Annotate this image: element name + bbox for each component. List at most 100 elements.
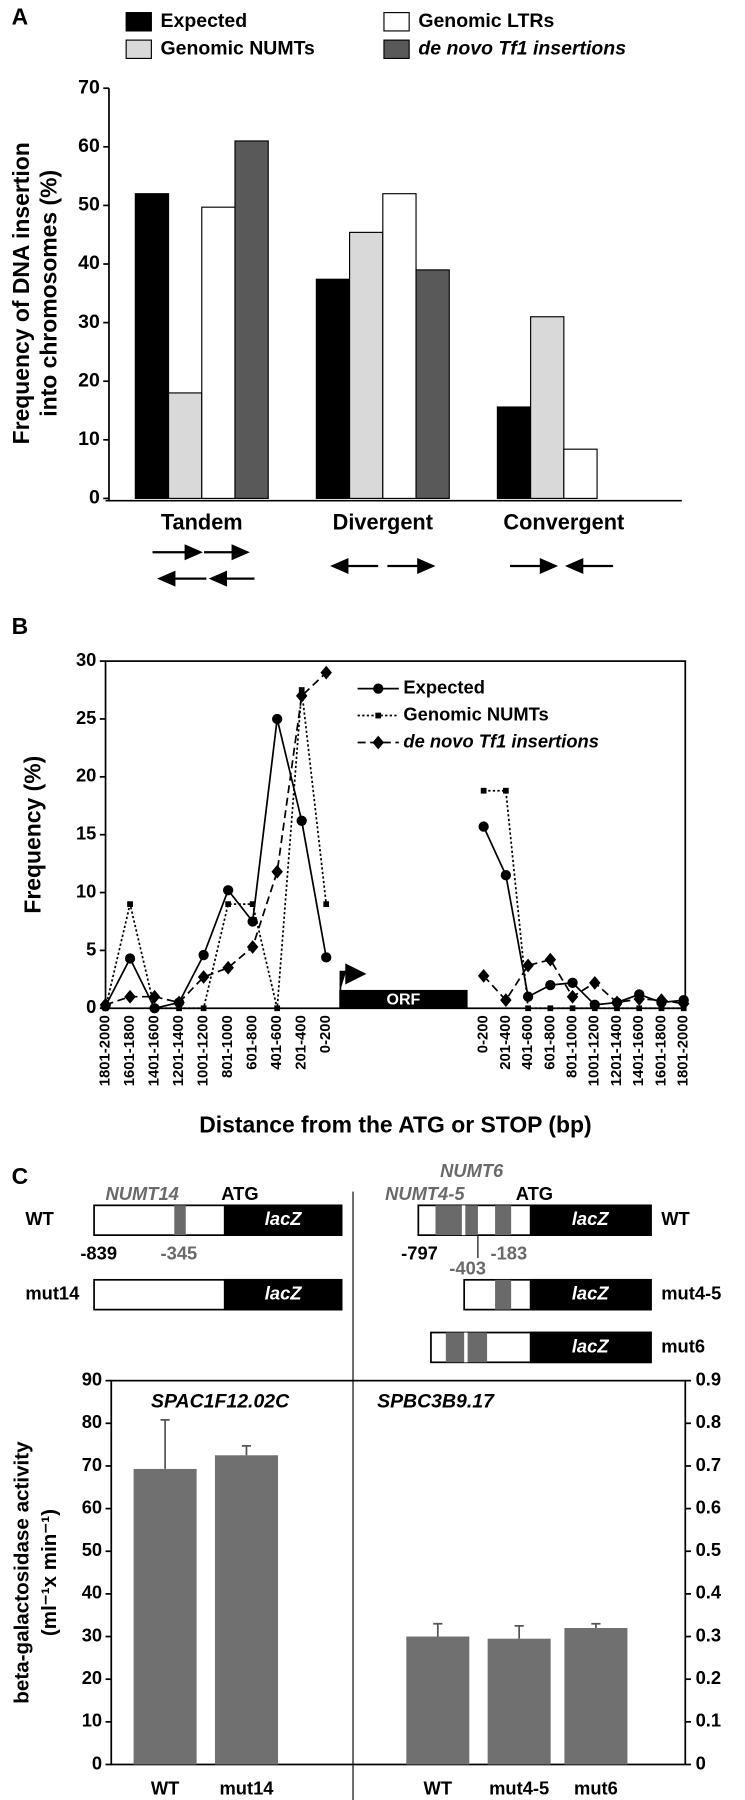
lacz-block bbox=[223, 1204, 343, 1236]
x-tick-label: Convergent bbox=[503, 509, 624, 534]
x-tick-label: 1801-2000 bbox=[676, 1015, 692, 1086]
x-tick-label: 1801-2000 bbox=[97, 1015, 113, 1086]
point bbox=[478, 821, 489, 832]
x-tick-label: 401-600 bbox=[520, 1015, 536, 1070]
bar bbox=[415, 269, 450, 499]
bar bbox=[134, 193, 170, 499]
point bbox=[124, 989, 136, 1004]
point bbox=[522, 991, 534, 1002]
point bbox=[296, 815, 307, 826]
y2-tick-label: 0.7 bbox=[696, 1454, 721, 1475]
point bbox=[547, 1005, 554, 1012]
x-tick-label: 1401-1600 bbox=[631, 1015, 647, 1086]
x-tick-label: 1201-1400 bbox=[171, 1015, 187, 1086]
error-bar bbox=[433, 1622, 443, 1637]
numt-gap bbox=[464, 1332, 468, 1363]
y-tick-label: 90 bbox=[82, 1368, 102, 1389]
point bbox=[127, 901, 133, 907]
plot-frame bbox=[110, 1379, 687, 1766]
bar bbox=[201, 206, 236, 499]
point bbox=[222, 885, 234, 896]
numt-block bbox=[174, 1205, 186, 1236]
y-tick-label: 70 bbox=[82, 1454, 102, 1475]
numt-gap bbox=[461, 1205, 466, 1236]
point bbox=[247, 916, 258, 927]
legend-label: Expected bbox=[403, 676, 485, 697]
x-tick-label: WT bbox=[424, 1778, 453, 1799]
point bbox=[246, 940, 259, 954]
point bbox=[151, 1005, 158, 1012]
arrow-head bbox=[564, 557, 584, 575]
legend-swatch bbox=[383, 39, 410, 60]
y-tick-label: 30 bbox=[82, 1624, 102, 1645]
point bbox=[480, 787, 487, 794]
x-tick-label: 1001-1200 bbox=[587, 1015, 603, 1086]
panel-label: C bbox=[12, 1163, 29, 1189]
arrow-head bbox=[231, 544, 250, 561]
x-tick-label: WT bbox=[151, 1778, 179, 1799]
y2-tick-label: 0.6 bbox=[696, 1496, 721, 1517]
x-axis-label: Distance from the ATG or STOP (bp) bbox=[199, 1111, 591, 1137]
x-tick-label: 801-1000 bbox=[220, 1015, 236, 1078]
reporter-label: lacZ bbox=[572, 1283, 609, 1304]
y2-tick-label: 0.8 bbox=[696, 1411, 721, 1432]
construct-name: mut14 bbox=[25, 1283, 80, 1304]
bar bbox=[406, 1636, 470, 1765]
point bbox=[197, 970, 210, 984]
arrow-head bbox=[157, 570, 176, 587]
point bbox=[500, 870, 512, 881]
legend-label: Genomic NUMTs bbox=[161, 37, 315, 59]
numt-block bbox=[495, 1205, 512, 1236]
series-line bbox=[104, 689, 328, 1010]
point bbox=[567, 977, 578, 988]
point bbox=[503, 787, 509, 794]
y2-tick-label: 0.4 bbox=[696, 1582, 722, 1603]
construct-name: mut6 bbox=[661, 1335, 705, 1356]
panel-label: B bbox=[12, 613, 29, 639]
x-tick-label: mut6 bbox=[574, 1778, 618, 1799]
start-flag bbox=[339, 963, 367, 990]
y2-tick-label: 0.3 bbox=[696, 1624, 721, 1645]
x-tick-label: 201-400 bbox=[498, 1015, 514, 1070]
bar bbox=[167, 392, 203, 499]
point bbox=[611, 995, 623, 1010]
coord-label: -403 bbox=[449, 1257, 486, 1278]
point bbox=[655, 993, 668, 1008]
x-tick-label: 201-400 bbox=[294, 1015, 310, 1070]
y-tick-label: 20 bbox=[76, 765, 96, 786]
arrow-head bbox=[208, 570, 227, 587]
legend-marker bbox=[372, 735, 384, 750]
x-tick-label: 1201-1400 bbox=[609, 1015, 625, 1086]
error-bar bbox=[241, 1445, 252, 1456]
bar bbox=[133, 1468, 197, 1765]
y-tick-label: 40 bbox=[82, 1582, 102, 1603]
x-tick-label: 601-800 bbox=[542, 1015, 558, 1070]
y-tick-label: 70 bbox=[78, 76, 100, 98]
point bbox=[271, 864, 283, 879]
point bbox=[591, 1005, 598, 1012]
arrow-head bbox=[330, 557, 349, 575]
bar bbox=[234, 140, 269, 499]
bar bbox=[564, 1628, 628, 1765]
point bbox=[200, 1005, 207, 1012]
y-tick-label: 30 bbox=[76, 649, 96, 670]
y2-tick-label: 0.5 bbox=[696, 1539, 721, 1560]
x-tick-label: 1401-1600 bbox=[147, 1015, 163, 1086]
y-tick-label: 50 bbox=[78, 194, 100, 216]
point bbox=[566, 989, 579, 1004]
orf-box bbox=[339, 989, 468, 1009]
point bbox=[323, 901, 330, 907]
atg-label: ATG bbox=[221, 1183, 258, 1204]
series-line bbox=[104, 718, 328, 1010]
reporter-label: lacZ bbox=[265, 1283, 302, 1304]
point bbox=[198, 949, 209, 961]
x-tick-label: Tandem bbox=[161, 509, 243, 534]
panel-label: A bbox=[12, 3, 29, 29]
y-tick-label: 60 bbox=[82, 1496, 102, 1517]
y-axis-label: (ml⁻¹x min⁻¹) bbox=[38, 1509, 61, 1636]
y-tick-label: 40 bbox=[78, 252, 100, 274]
bar bbox=[563, 448, 598, 499]
arrow-head bbox=[539, 557, 559, 575]
numt-block bbox=[495, 1279, 512, 1310]
